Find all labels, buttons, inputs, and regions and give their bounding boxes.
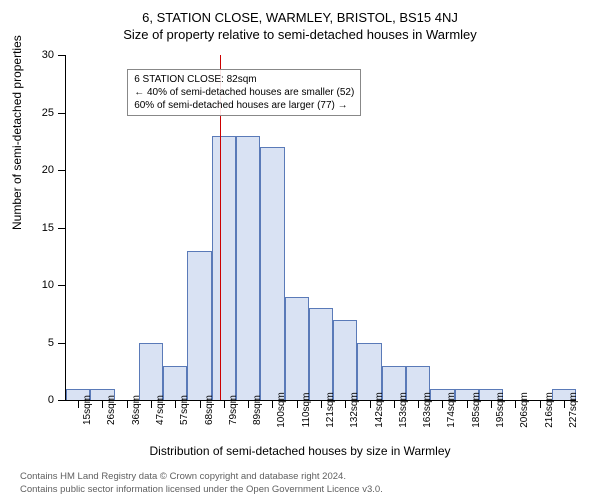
annotation-line: 60% of semi-detached houses are larger (… [134, 99, 354, 112]
x-tick-label: 36sqm [131, 395, 142, 425]
x-tick [442, 400, 443, 408]
x-tick-label: 110sqm [301, 393, 312, 428]
x-tick-label: 57sqm [179, 395, 190, 425]
annotation-line: 6 STATION CLOSE: 82sqm [134, 73, 354, 86]
y-tick-label: 25 [42, 107, 54, 119]
histogram-bar [236, 136, 260, 401]
footnote: Contains HM Land Registry data © Crown c… [20, 471, 383, 496]
chart-container: 6, STATION CLOSE, WARMLEY, BRISTOL, BS15… [0, 0, 600, 500]
x-tick [200, 400, 201, 408]
plot-region: 05101520253015sqm26sqm36sqm47sqm57sqm68s… [65, 55, 576, 401]
y-tick-label: 10 [42, 279, 54, 291]
annotation-line: ← 40% of semi-detached houses are smalle… [134, 86, 354, 99]
x-tick [175, 400, 176, 408]
x-tick [321, 400, 322, 408]
x-tick [78, 400, 79, 408]
x-tick [370, 400, 371, 408]
y-tick [58, 170, 66, 171]
y-tick-label: 5 [48, 337, 54, 349]
chart-area: 05101520253015sqm26sqm36sqm47sqm57sqm68s… [65, 55, 575, 400]
histogram-bar [187, 251, 211, 401]
x-tick [272, 400, 273, 408]
x-tick [248, 400, 249, 408]
histogram-bar [333, 320, 357, 401]
x-tick-label: 206sqm [519, 392, 530, 428]
x-tick-label: 195sqm [495, 392, 506, 428]
x-tick-label: 216sqm [544, 392, 555, 428]
x-tick [467, 400, 468, 408]
y-tick-label: 20 [42, 164, 54, 176]
footnote-line-1: Contains HM Land Registry data © Crown c… [20, 471, 383, 483]
histogram-bar [260, 147, 284, 400]
x-tick-label: 153sqm [398, 392, 409, 428]
chart-title-main: 6, STATION CLOSE, WARMLEY, BRISTOL, BS15… [0, 0, 600, 25]
chart-title-sub: Size of property relative to semi-detach… [0, 25, 600, 42]
x-tick [394, 400, 395, 408]
histogram-bar [212, 136, 236, 401]
y-tick [58, 228, 66, 229]
y-tick [58, 113, 66, 114]
y-tick-label: 0 [48, 394, 54, 406]
x-tick-label: 100sqm [276, 392, 287, 428]
x-tick [540, 400, 541, 408]
y-tick [58, 400, 66, 401]
x-tick-label: 185sqm [471, 392, 482, 428]
x-tick [418, 400, 419, 408]
y-tick-label: 30 [42, 49, 54, 61]
x-axis-label: Distribution of semi-detached houses by … [0, 444, 600, 458]
histogram-bar [309, 308, 333, 400]
x-tick-label: 142sqm [374, 392, 385, 428]
y-axis-label: Number of semi-detached properties [10, 35, 24, 230]
x-tick-label: 121sqm [325, 392, 336, 428]
x-tick-label: 15sqm [82, 395, 93, 425]
x-tick-label: 68sqm [204, 395, 215, 425]
y-tick [58, 343, 66, 344]
x-tick-label: 47sqm [155, 395, 166, 425]
y-tick [58, 55, 66, 56]
x-tick [515, 400, 516, 408]
x-tick-label: 227sqm [568, 392, 579, 428]
x-tick-label: 132sqm [349, 392, 360, 428]
x-tick [224, 400, 225, 408]
y-tick-label: 15 [42, 222, 54, 234]
x-tick [491, 400, 492, 408]
x-tick-label: 89sqm [252, 395, 263, 425]
x-tick-label: 26sqm [106, 395, 117, 425]
x-tick [127, 400, 128, 408]
y-tick [58, 285, 66, 286]
x-tick [151, 400, 152, 408]
x-tick-label: 79sqm [228, 395, 239, 425]
x-tick-label: 174sqm [446, 392, 457, 428]
x-tick [102, 400, 103, 408]
histogram-bar [285, 297, 309, 401]
annotation-box: 6 STATION CLOSE: 82sqm← 40% of semi-deta… [127, 69, 361, 116]
footnote-line-2: Contains public sector information licen… [20, 484, 383, 496]
x-tick-label: 163sqm [422, 392, 433, 428]
histogram-bar [139, 343, 163, 401]
x-tick [297, 400, 298, 408]
x-tick [345, 400, 346, 408]
x-tick [564, 400, 565, 408]
